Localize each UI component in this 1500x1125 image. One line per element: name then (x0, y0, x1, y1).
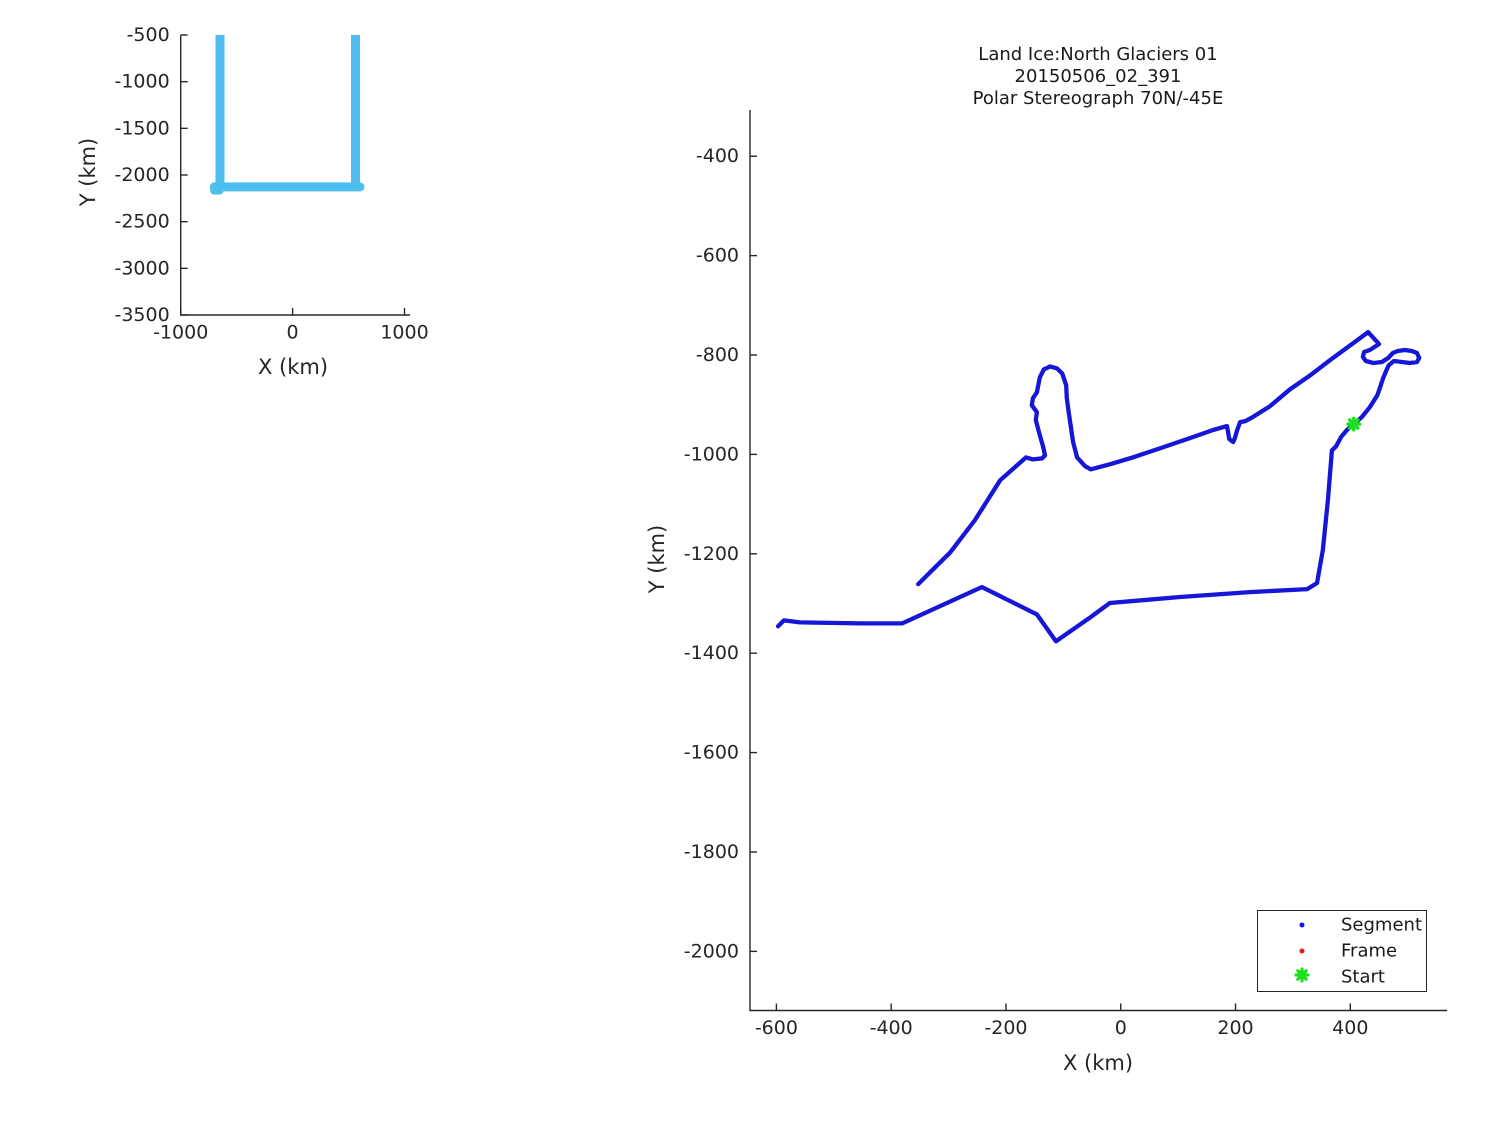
main-y-tick-label: -400 (696, 145, 739, 167)
overview-x-axis-label: X (km) (257, 355, 329, 379)
title-line-projection: Polar Stereograph 70N/-45E (972, 88, 1224, 109)
legend-label-frame: Frame (1341, 940, 1398, 962)
title-line-campaign: Land Ice:North Glaciers 01 (978, 44, 1218, 65)
main-x-tick-label: -600 (755, 1017, 798, 1039)
overview-y-tick-label: -3000 (114, 257, 169, 279)
legend: Segment Frame Start (1257, 910, 1427, 992)
legend-label-segment: Segment (1341, 914, 1422, 936)
main-axes (749, 110, 1447, 1012)
overview-y-tick-label: -2000 (114, 164, 169, 186)
main-y-tick-label: -1600 (684, 742, 739, 764)
overview-y-tick-label: -2500 (114, 211, 169, 233)
legend-row-frame: Frame (1258, 939, 1426, 963)
overview-y-tick-label: -1500 (114, 117, 169, 139)
main-plot-title: Land Ice:North Glaciers 01 20150506_02_3… (973, 44, 1224, 110)
main-x-axis-label: X (km) (1062, 1051, 1134, 1075)
main-y-tick-label: -2000 (684, 940, 739, 962)
overview-x-tick-label: 1000 (380, 322, 428, 344)
main-x-tick-label: 200 (1217, 1017, 1253, 1039)
segment-marker-icon (1299, 922, 1305, 928)
start-point-marker (1346, 416, 1362, 432)
legend-label-start: Start (1341, 966, 1385, 988)
overview-y-tick-label: -3500 (114, 304, 169, 326)
main-x-tick-label: -400 (870, 1017, 913, 1039)
start-marker-icon (1293, 966, 1311, 988)
main-x-tick-label: 0 (1115, 1017, 1127, 1039)
main-y-tick-label: -1000 (684, 443, 739, 465)
legend-row-segment: Segment (1258, 913, 1426, 937)
title-line-segment-id: 20150506_02_391 (1014, 66, 1182, 87)
overview-y-tick-label: -1000 (114, 71, 169, 93)
main-y-tick-label: -600 (696, 245, 739, 267)
main-y-axis-label: Y (km) (645, 524, 669, 594)
main-series-Segment (775, 329, 1422, 644)
overview-x-tick-label: 0 (287, 322, 299, 344)
legend-row-start: Start (1258, 965, 1426, 989)
frame-marker-icon (1299, 948, 1305, 954)
main-x-tick-label: -200 (984, 1017, 1027, 1039)
main-y-tick-label: -1800 (684, 841, 739, 863)
overview-y-tick-label: -500 (127, 24, 170, 46)
main-y-tick-label: -800 (696, 344, 739, 366)
main-x-tick-label: 400 (1332, 1017, 1368, 1039)
main-y-tick-label: -1400 (684, 642, 739, 664)
main-y-tick-label: -1200 (684, 543, 739, 565)
overview-x-tick-label: -1000 (153, 322, 208, 344)
